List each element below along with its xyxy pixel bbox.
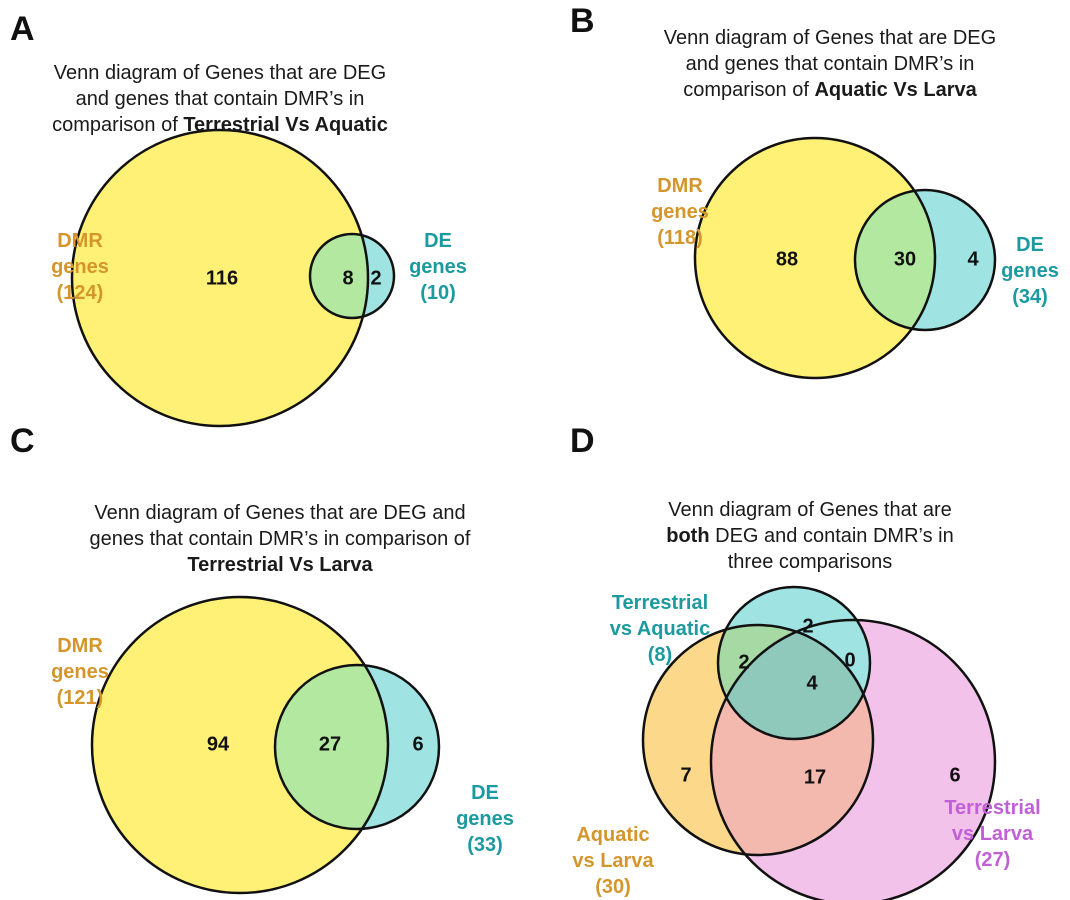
title-line: comparison of Terrestrial Vs Aquatic [52, 114, 388, 136]
venn-b-overlap [855, 190, 935, 330]
panel-d-count-al-only: 7 [680, 764, 692, 787]
venn-c-overlap [275, 665, 388, 829]
panel-d-count-ta-tl: 0 [844, 649, 856, 672]
panel-b-count-both: 30 [893, 248, 917, 271]
title-line: Venn diagram of Genes that are DEG [53, 62, 387, 84]
panel-d-count-al-tl: 17 [803, 766, 827, 789]
panel-b-title: Venn diagram of Genes that are DEG and g… [663, 27, 997, 101]
panel-c-count-dmr-only: 94 [206, 733, 230, 756]
panel-c-count-both: 27 [318, 733, 342, 756]
panel-c-dmr-label: DMR genes (121) [51, 635, 109, 709]
panel-b-dmr-label: DMR genes (118) [651, 175, 709, 249]
panel-d-set-aquatic-larva: Aquatic vs Larva (30) [572, 824, 654, 898]
panel-d-count-ta-al: 2 [738, 651, 750, 674]
panel-label-b: B [570, 2, 595, 40]
panel-a-count-dmr-only: 116 [205, 267, 239, 290]
panel-d-count-tl-only: 6 [949, 764, 961, 787]
panel-c-title: Venn diagram of Genes that are DEG and g… [89, 502, 471, 576]
panel-label-c: C [10, 422, 35, 460]
panel-d-count-all-three: 4 [806, 672, 818, 695]
venn-c [90, 595, 441, 895]
panel-d-set-terrestrial-aquatic: Terrestrial vs Aquatic (8) [609, 592, 711, 666]
panel-a-count-both: 8 [342, 267, 354, 290]
venn-b [693, 136, 997, 380]
panel-b-de-label: DE genes (34) [1001, 234, 1059, 308]
venn-a [70, 128, 396, 428]
panel-a-title: Venn diagram of Genes that are DEG and g… [40, 60, 400, 138]
panel-d-count-ta-only: 2 [802, 615, 814, 638]
panel-d-title: Venn diagram of Genes that are both DEG … [666, 499, 954, 573]
panel-b-count-de-only: 4 [967, 248, 979, 271]
panel-a-dmr-label: DMR genes (124) [51, 230, 109, 304]
panel-label-d: D [570, 422, 595, 460]
panel-c-count-de-only: 6 [412, 733, 424, 756]
panel-label-a: A [10, 10, 35, 48]
venn-a-dmr-circle [72, 130, 368, 426]
title-line: and genes that contain DMR’s in [75, 88, 365, 110]
venn-c-dmr-circle [92, 597, 388, 893]
panel-c-de-label: DE genes (33) [456, 782, 514, 856]
venn-d [641, 585, 997, 900]
panel-a-count-de-only: 2 [370, 267, 382, 290]
venn-a-overlap [310, 234, 368, 318]
panel-a-de-label: DE genes (10) [409, 230, 467, 304]
panel-b-count-dmr-only: 88 [775, 248, 799, 271]
panel-d-set-terrestrial-larva: Terrestrial vs Larva (27) [944, 797, 1041, 871]
venn-b-dmr-circle [695, 138, 935, 378]
